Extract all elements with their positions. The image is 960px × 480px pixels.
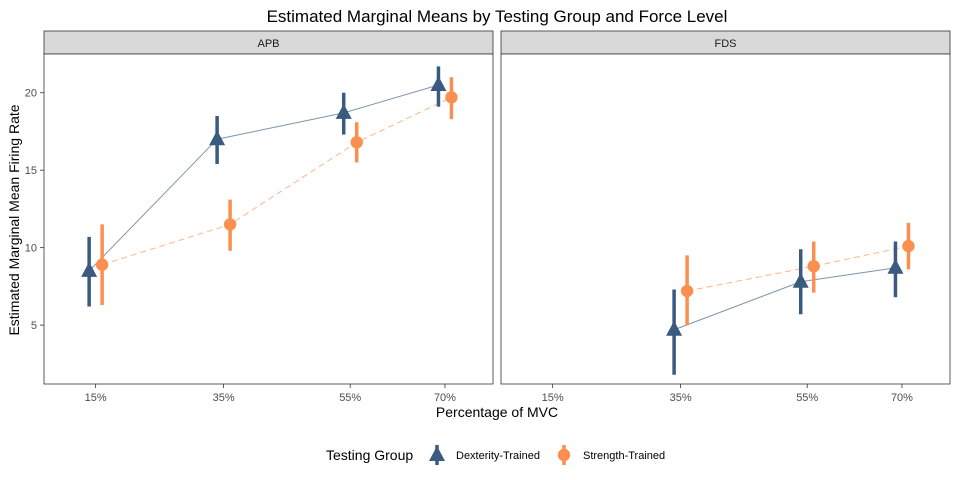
legend-key-circle (557, 448, 571, 462)
circle-marker (350, 136, 363, 149)
chart-title: Estimated Marginal Means by Testing Grou… (267, 7, 728, 26)
x-tick-label: 70% (891, 392, 913, 404)
x-tick-label: 35% (213, 392, 235, 404)
circle-marker (95, 258, 109, 271)
triangle-marker (335, 103, 352, 119)
legend-label: Dexterity-Trained (456, 450, 540, 462)
series-line-strength-trained (687, 245, 909, 292)
legend-item-strength-trained: Strength-Trained (557, 445, 665, 465)
x-tick-label: 15% (542, 392, 564, 404)
circle-marker (807, 260, 820, 273)
facet-strip-label: FDS (715, 38, 737, 50)
circle-marker (680, 284, 694, 298)
y-tick-label: 10 (25, 243, 37, 255)
circle-marker (445, 91, 458, 104)
triangle-marker (666, 320, 683, 336)
y-tick-label: 20 (25, 88, 37, 100)
y-tick-label: 15 (25, 165, 37, 177)
legend-label: Strength-Trained (583, 450, 665, 462)
facet-panel-fds: FDS 15% 35% 55% 70% (500, 30, 951, 404)
triangle-marker (430, 75, 447, 91)
facet-panel-apb: APB 15% 35% 55% 70% 5 10 15 20 (25, 30, 494, 404)
triangle-marker (887, 258, 904, 274)
y-axis-title: Estimated Marginal Mean Firing Rate (6, 104, 22, 335)
y-tick-label: 5 (31, 320, 37, 332)
x-tick-label: 35% (670, 392, 692, 404)
x-tick-label: 15% (85, 392, 107, 404)
facet-strip-label: APB (257, 38, 279, 50)
panels: APB 15% 35% 55% 70% 5 10 15 20 FDS 15% 35% 55% 70% (25, 30, 951, 404)
triangle-marker (792, 272, 809, 288)
triangle-marker (81, 261, 98, 277)
panel-border (43, 53, 494, 385)
triangle-marker (209, 130, 226, 146)
panel-border (500, 53, 951, 385)
circle-marker (902, 239, 915, 253)
legend-title: Testing Group (326, 447, 413, 463)
legend-key-triangle (429, 446, 445, 461)
legend-item-dexterity-trained: Dexterity-Trained (429, 445, 540, 465)
x-tick-label: 70% (434, 392, 456, 404)
circle-marker (223, 218, 237, 231)
x-tick-label: 55% (796, 392, 818, 404)
series-line-dexterity-trained (88, 84, 439, 272)
x-axis-title: Percentage of MVC (436, 404, 558, 420)
legend: Testing Group Dexterity-Trained Strength-… (326, 445, 665, 465)
x-tick-label: 55% (339, 392, 361, 404)
